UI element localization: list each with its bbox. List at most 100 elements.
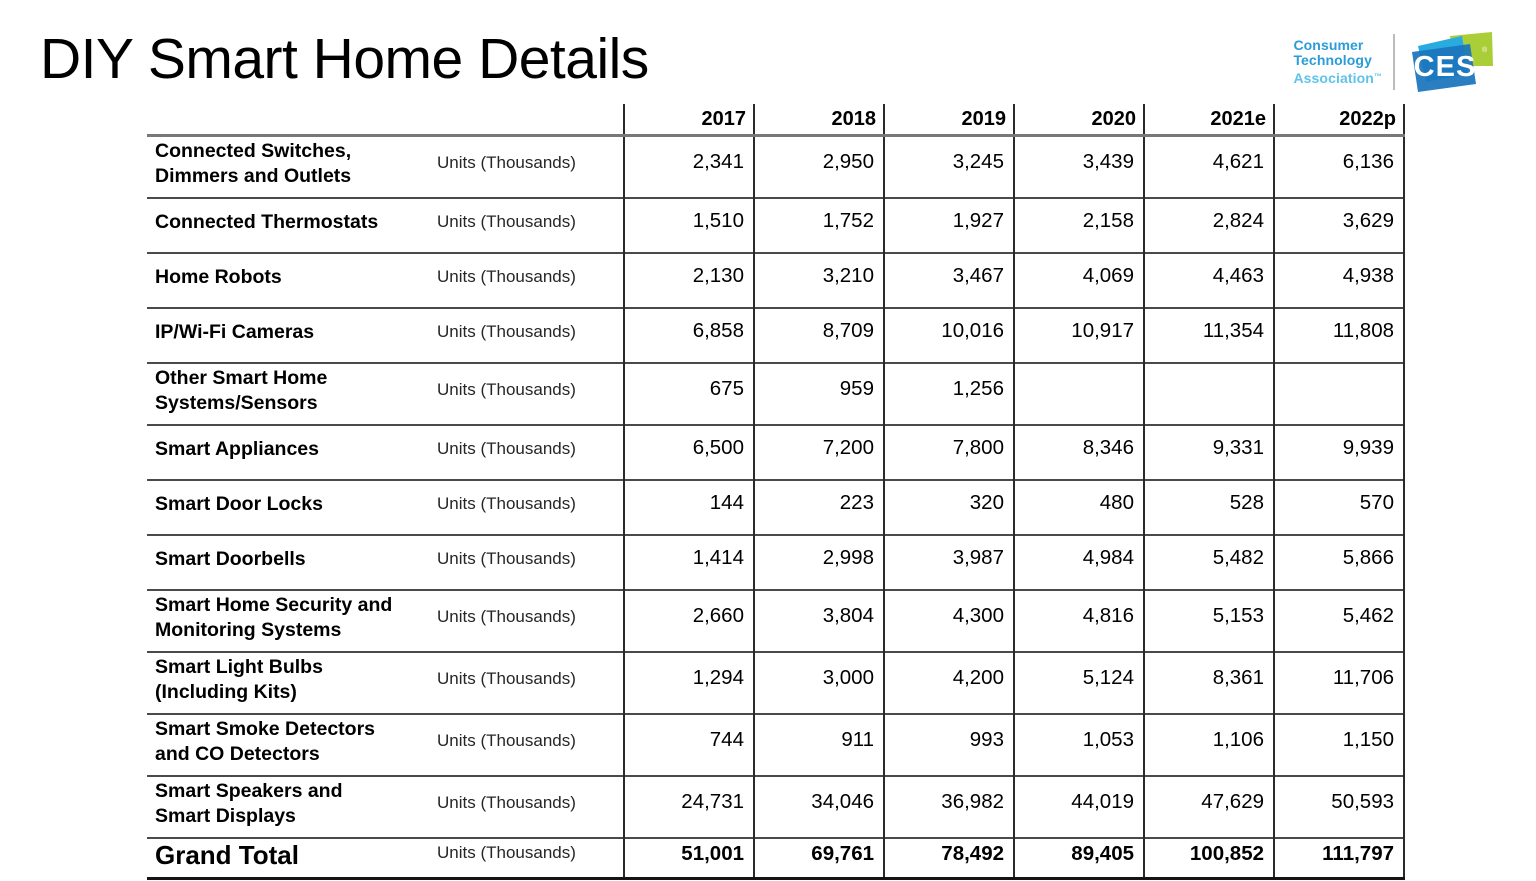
ces-registered-mark: ®: [1482, 46, 1488, 54]
value-cell: 5,482: [1143, 535, 1274, 590]
value-cell: 2,158: [1013, 198, 1144, 253]
table-row: Home Robots Units (Thousands) 2,130 3,21…: [147, 253, 1405, 308]
row-label: Smart Appliances: [155, 438, 319, 460]
value-cell: 5,124: [1013, 652, 1144, 714]
ces-blue-shape: [1412, 44, 1476, 92]
value-cell: 1,752: [753, 198, 884, 253]
value-cell: 4,816: [1013, 590, 1144, 652]
value-cell: 4,300: [883, 590, 1014, 652]
table-row: Smart Door Locks Units (Thousands) 144 2…: [147, 480, 1405, 535]
value-cell: 528: [1143, 480, 1274, 535]
value-cell: 5,462: [1273, 590, 1405, 652]
value-cell: 7,200: [753, 425, 884, 480]
value-cell: 8,361: [1143, 652, 1274, 714]
value-cell: 1,053: [1013, 714, 1144, 776]
row-units-label: Units (Thousands): [437, 548, 576, 568]
value-cell: 3,000: [753, 652, 884, 714]
column-header-2021e: 2021e: [1143, 104, 1274, 136]
value-cell: 3,467: [883, 253, 1014, 308]
column-header-2018: 2018: [753, 104, 884, 136]
row-units-label: Units (Thousands): [437, 438, 576, 458]
value-cell: 78,492: [883, 838, 1014, 878]
value-cell: 6,136: [1273, 135, 1405, 198]
table-row: Other Smart Home Systems/Sensors Units (…: [147, 363, 1405, 425]
value-cell: 111,797: [1273, 838, 1405, 878]
row-units-label: Units (Thousands): [437, 321, 576, 341]
row-label: Smart Door Locks: [155, 493, 323, 515]
value-cell: 570: [1273, 480, 1405, 535]
value-cell: 4,463: [1143, 253, 1274, 308]
table-row: Smart Home Security and Monitoring Syste…: [147, 590, 1405, 652]
value-cell: 10,917: [1013, 308, 1144, 363]
value-cell: 47,629: [1143, 776, 1274, 838]
value-cell: 3,439: [1013, 135, 1144, 198]
cta-logo-text: Consumer Technology Association™: [1293, 36, 1382, 87]
cta-logo-line-1: Consumer: [1293, 36, 1364, 53]
value-cell: 9,331: [1143, 425, 1274, 480]
value-cell: 744: [623, 714, 754, 776]
value-cell: 223: [753, 480, 884, 535]
header-blank-label: [147, 104, 435, 136]
value-cell: 3,245: [883, 135, 1014, 198]
trademark-symbol: ™: [1373, 71, 1382, 81]
value-cell: 1,414: [623, 535, 754, 590]
value-cell: 2,824: [1143, 198, 1274, 253]
value-cell: 4,621: [1143, 135, 1274, 198]
value-cell: 2,660: [623, 590, 754, 652]
page-title: DIY Smart Home Details: [40, 27, 649, 91]
value-cell: 320: [883, 480, 1014, 535]
value-cell: 4,938: [1273, 253, 1405, 308]
row-units-label: Units (Thousands): [437, 607, 576, 626]
cta-logo-line-2: Technology: [1293, 52, 1372, 69]
row-label: Connected Thermostats: [155, 211, 379, 233]
table-row: Connected Switches, Dimmers and Outlets …: [147, 135, 1405, 198]
row-label: Other Smart Home Systems/Sensors: [155, 367, 328, 414]
value-cell: 51,001: [623, 838, 754, 878]
value-cell: 480: [1013, 480, 1144, 535]
column-header-2022p: 2022p: [1273, 104, 1405, 136]
value-cell: 11,706: [1273, 652, 1405, 714]
cta-logo-line-3: Association™: [1293, 69, 1382, 87]
table-body: Connected Switches, Dimmers and Outlets …: [147, 135, 1405, 878]
value-cell: 3,804: [753, 590, 884, 652]
value-cell: 9,939: [1273, 425, 1405, 480]
row-label: Grand Total: [155, 840, 299, 871]
value-cell: 11,808: [1273, 308, 1405, 363]
value-cell: 10,016: [883, 308, 1014, 363]
row-units-label: Units (Thousands): [437, 669, 576, 688]
value-cell: 675: [623, 363, 754, 425]
value-cell: [1273, 363, 1405, 425]
row-label: Home Robots: [155, 266, 282, 288]
table-header-row: 2017 2018 2019 2020 2021e 2022p: [147, 104, 1405, 136]
table-row: Smart Doorbells Units (Thousands) 1,414 …: [147, 535, 1405, 590]
row-label: Smart Doorbells: [155, 548, 306, 570]
value-cell: 2,341: [623, 135, 754, 198]
value-cell: [1013, 363, 1144, 425]
value-cell: 5,866: [1273, 535, 1405, 590]
value-cell: 3,629: [1273, 198, 1405, 253]
row-units-label: Units (Thousands): [437, 380, 576, 399]
cta-ces-logo: Consumer Technology Association™ CES ®: [1293, 30, 1494, 94]
value-cell: 6,500: [623, 425, 754, 480]
value-cell: 11,354: [1143, 308, 1274, 363]
value-cell: 34,046: [753, 776, 884, 838]
ces-logo-text: CES: [1414, 51, 1477, 83]
table-row: Smart Speakers and Smart Displays Units …: [147, 776, 1405, 838]
column-header-2020: 2020: [1013, 104, 1144, 136]
header-blank-units: [435, 104, 624, 136]
value-cell: 50,593: [1273, 776, 1405, 838]
value-cell: 24,731: [623, 776, 754, 838]
value-cell: 1,294: [623, 652, 754, 714]
value-cell: 2,950: [753, 135, 884, 198]
row-units-label: Units (Thousands): [437, 493, 576, 513]
row-units-label: Units (Thousands): [437, 842, 576, 862]
value-cell: 2,130: [623, 253, 754, 308]
value-cell: 8,346: [1013, 425, 1144, 480]
value-cell: 2,998: [753, 535, 884, 590]
value-cell: 44,019: [1013, 776, 1144, 838]
value-cell: 959: [753, 363, 884, 425]
value-cell: 4,069: [1013, 253, 1144, 308]
value-cell: 7,800: [883, 425, 1014, 480]
table-row: Smart Light Bulbs (Including Kits) Units…: [147, 652, 1405, 714]
